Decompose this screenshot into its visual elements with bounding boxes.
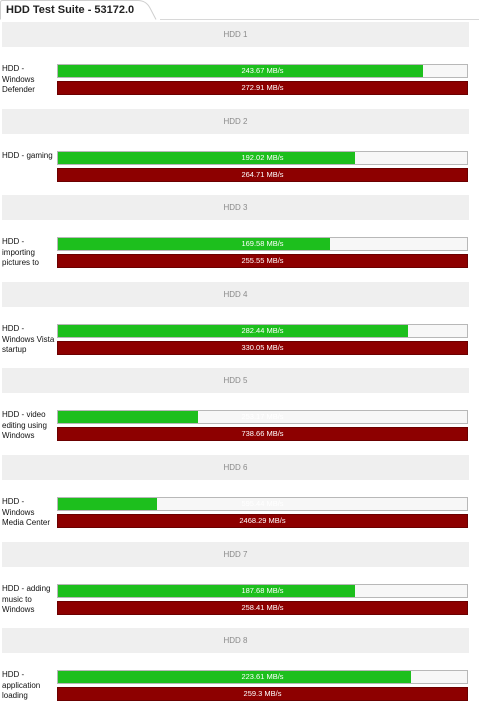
score-bar-fill [58,671,411,683]
score-value: 223.61 MB/s [241,672,284,681]
test-group: HDD 4 HDD - Windows Vista startup 282.44 M… [0,282,479,362]
reference-bar: 272.91 MB/s [57,81,468,95]
reference-value: 2468.29 MB/s [239,516,286,525]
score-bar: 223.61 MB/s [57,670,468,684]
suite-tab[interactable]: HDD Test Suite - 53172.0 [0,0,160,20]
score-bar-fill [58,238,330,250]
test-label: HDD - Windows Media Center [2,497,51,528]
test-label: HDD - Windows Vista startup [2,324,55,355]
score-bar: 282.44 MB/s [57,324,468,338]
test-label: HDD - application loading [2,670,41,701]
score-value: 253.17 MB/s [241,412,284,421]
reference-value: 264.71 MB/s [241,170,284,179]
score-value: 187.68 MB/s [241,586,284,595]
score-bar-fill [58,325,408,337]
reference-bar: 330.05 MB/s [57,341,468,355]
reference-bar: 258.41 MB/s [57,601,468,615]
reference-value: 738.66 MB/s [241,429,284,438]
test-group: HDD 6 HDD - Windows Media Center 595.44 MB… [0,455,479,535]
test-group: HDD 3 HDD - importing pictures to 169.58 M… [0,195,479,275]
reference-value: 258.41 MB/s [241,603,284,612]
score-value: 192.02 MB/s [241,153,284,162]
test-group: HDD 7 HDD - adding music to Windows 187.68… [0,542,479,622]
group-header: HDD 1 [2,22,469,47]
tab-divider [160,19,479,20]
score-value: 282.44 MB/s [241,326,284,335]
reference-value: 259.3 MB/s [243,689,282,698]
group-header: HDD 5 [2,368,469,393]
score-bar: 243.67 MB/s [57,64,468,78]
score-value: 595.44 MB/s [241,499,284,508]
test-group: HDD 1 HDD - Windows Defender 243.67 MB/s 27… [0,22,479,102]
reference-value: 272.91 MB/s [241,83,284,92]
test-label: HDD - importing pictures to [2,237,39,268]
group-header: HDD 7 [2,542,469,567]
test-label: HDD - Windows Defender [2,64,35,95]
reference-bar: 264.71 MB/s [57,168,468,182]
reference-bar: 259.3 MB/s [57,687,468,701]
score-bar-fill [58,411,198,423]
score-bar-fill [58,498,157,510]
group-header: HDD 6 [2,455,469,480]
reference-value: 255.55 MB/s [241,256,284,265]
group-header: HDD 4 [2,282,469,307]
reference-bar: 255.55 MB/s [57,254,468,268]
tab-shape [0,0,157,20]
test-label: HDD - video editing using Windows [2,410,47,441]
reference-bar: 2468.29 MB/s [57,514,468,528]
suite-title: HDD Test Suite - 53172.0 [6,4,135,16]
group-header: HDD 2 [2,109,469,134]
score-bar: 253.17 MB/s [57,410,468,424]
group-header: HDD 8 [2,628,469,653]
score-bar: 187.68 MB/s [57,584,468,598]
group-header: HDD 3 [2,195,469,220]
test-label: HDD - gaming [2,151,53,160]
test-group: HDD 8 HDD - application loading 223.61 MB/… [0,628,479,708]
test-label: HDD - adding music to Windows [2,584,51,615]
reference-bar: 738.66 MB/s [57,427,468,441]
score-bar: 192.02 MB/s [57,151,468,165]
score-value: 243.67 MB/s [241,66,284,75]
score-value: 169.58 MB/s [241,239,284,248]
test-group: HDD 2 HDD - gaming 192.02 MB/s 264.71 MB/s [0,109,479,189]
reference-value: 330.05 MB/s [241,343,284,352]
score-bar: 595.44 MB/s [57,497,468,511]
score-bar-fill [58,585,355,597]
score-bar-fill [58,152,355,164]
test-group: HDD 5 HDD - video editing using Windows 25… [0,368,479,448]
score-bar: 169.58 MB/s [57,237,468,251]
score-bar-fill [58,65,423,77]
